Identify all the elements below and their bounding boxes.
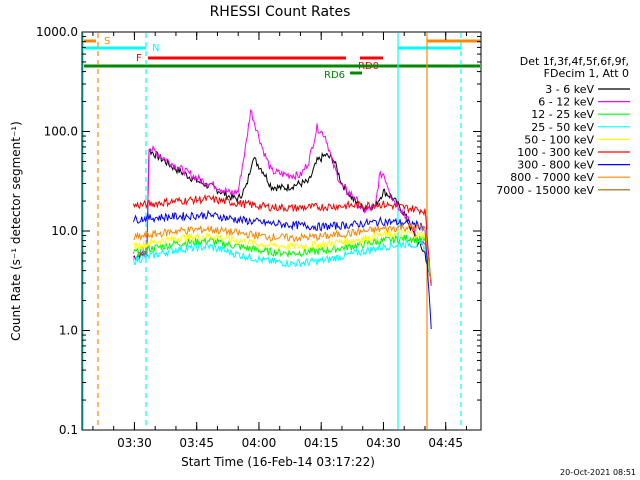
series-line-5 xyxy=(132,193,432,286)
flag-label-f: F xyxy=(136,53,142,64)
flag-label-s: S xyxy=(104,36,110,47)
flag-label-n: N xyxy=(152,43,159,54)
timestamp: 20-Oct-2021 08:51 xyxy=(560,468,636,477)
x-tick-label: 03:30 xyxy=(117,436,152,450)
legend-header: FDecim 1, Att 0 xyxy=(544,67,629,80)
legend-entry-label: 3 - 6 keV xyxy=(545,83,594,96)
series-line-1 xyxy=(132,109,432,282)
y-axis-label: Count Rate (s⁻¹ detector segment⁻¹) xyxy=(9,121,23,341)
plot-frame xyxy=(81,31,482,431)
y-tick-label: 10.0 xyxy=(51,224,78,238)
plot-area: SNFRD0RD6 xyxy=(82,33,480,429)
x-axis-label: Start Time (16-Feb-14 03:17:22) xyxy=(181,455,375,469)
legend-header: Det 1f,3f,4f,5f,6f,9f, xyxy=(520,55,629,68)
y-axis: 0.1 1.0 10.0 100.0 1000.0 xyxy=(36,25,481,437)
x-tick-label: 04:00 xyxy=(242,436,277,450)
legend-entry-label: 800 - 7000 keV xyxy=(510,171,594,184)
series-line-3 xyxy=(132,238,432,287)
x-axis: 03:30 03:45 04:00 04:15 04:30 04:45 xyxy=(92,32,467,450)
legend-entry-label: 12 - 25 keV xyxy=(531,108,594,121)
chart-title: RHESSI Count Rates xyxy=(210,4,351,20)
legend-entry-label: 25 - 50 keV xyxy=(531,121,594,134)
x-tick-label: 04:15 xyxy=(304,436,339,450)
series-line-4 xyxy=(133,229,432,285)
legend-entry-label: 6 - 12 keV xyxy=(538,96,594,109)
y-tick-label: 0.1 xyxy=(59,423,78,437)
y-tick-label: 1.0 xyxy=(59,324,78,338)
legend-entry-label: 300 - 800 keV xyxy=(517,159,594,172)
legend-entry-label: 100 - 300 keV xyxy=(517,146,594,159)
x-tick-label: 03:45 xyxy=(179,436,214,450)
series-line-7 xyxy=(133,222,432,281)
legend-entry-label: 7000 - 15000 keV xyxy=(496,184,594,197)
flag-label-rd6: RD6 xyxy=(324,70,345,81)
legend-entry-label: 50 - 100 keV xyxy=(524,133,594,146)
x-tick-label: 04:45 xyxy=(428,436,463,450)
y-tick-label: 100.0 xyxy=(44,125,78,139)
series-line-6 xyxy=(132,209,432,330)
y-tick-label: 1000.0 xyxy=(36,25,78,39)
legend: Det 1f,3f,4f,5f,6f,9f,FDecim 1, Att 0 3 -… xyxy=(496,55,630,197)
x-tick-label: 04:30 xyxy=(366,436,401,450)
series-line-2 xyxy=(132,234,432,283)
